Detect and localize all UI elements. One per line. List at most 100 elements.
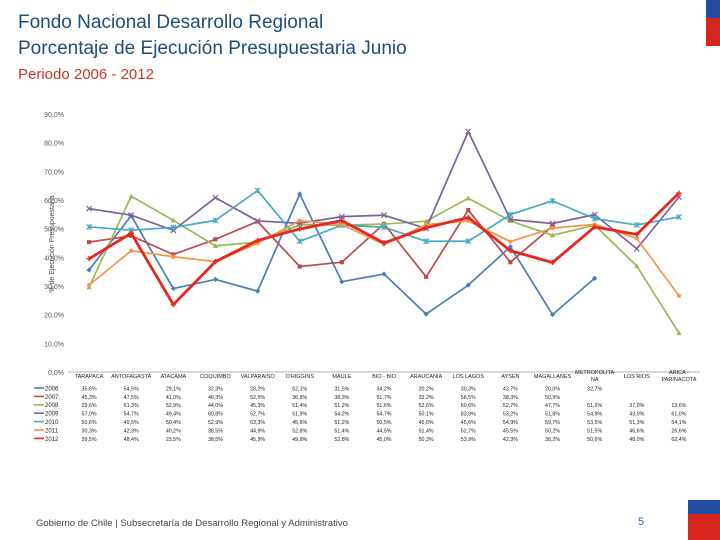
y-tick-label: 40,0% (44, 255, 64, 262)
data-point-2008 (170, 217, 176, 223)
x-tick-label: ARAUCANIA (410, 374, 442, 380)
y-tick-label: 50,0% (44, 227, 64, 234)
table-cell: 39,5% (82, 437, 97, 443)
table-cell: 54,9% (587, 412, 602, 418)
legend-label: 2010 (45, 420, 59, 426)
table-cell: 53,9% (461, 437, 476, 443)
table-cell: 45,3% (82, 395, 97, 401)
data-point-2007 (339, 260, 344, 265)
table-cell: 51,6% (376, 403, 391, 409)
data-point-2012 (507, 248, 513, 254)
data-point-2008 (212, 243, 219, 248)
table-cell: 50,5% (376, 420, 391, 426)
data-point-2009 (507, 216, 514, 223)
table-cell: 50,9% (545, 395, 560, 401)
table-cell: 50,4% (166, 420, 181, 426)
table-cell: 34,2% (376, 386, 391, 392)
data-point-2010 (507, 211, 514, 218)
y-tick-label: 60,0% (44, 198, 64, 205)
legend-label: 2012 (45, 437, 59, 443)
table-cell: 52,8% (292, 428, 307, 434)
y-axis-label: % de Ejecución Presupuestaria (49, 195, 56, 292)
data-point-2007 (297, 264, 302, 269)
table-cell: 49,9% (292, 437, 307, 443)
data-point-2011 (339, 222, 344, 227)
table-cell: 49,4% (166, 412, 181, 418)
x-tick-label: LOS LAGOS (453, 374, 485, 380)
table-cell: 52,9% (166, 403, 181, 409)
data-point-2011 (676, 293, 682, 298)
table-cell: 38,5% (208, 437, 223, 443)
data-point-2006 (549, 312, 556, 318)
table-cell: 54,1% (671, 420, 686, 426)
table-cell: 36,8% (292, 395, 307, 401)
table-cell: 51,4% (334, 428, 349, 434)
table-cell: 49,5% (124, 420, 139, 426)
table-cell: 51,4% (419, 428, 434, 434)
y-tick-label: 80,0% (44, 141, 64, 148)
table-cell: 52,7% (250, 412, 265, 418)
legend-label: 2011 (45, 428, 59, 434)
table-cell: 41,0% (166, 395, 181, 401)
y-tick-label: 0,0% (48, 370, 64, 377)
x-tick-label: BIO - BIO (372, 374, 397, 380)
data-point-2012 (128, 230, 134, 236)
table-cell: 42,3% (124, 428, 139, 434)
data-point-2010 (380, 224, 388, 231)
x-tick-label: ANTOFAGASTA (111, 374, 151, 380)
data-point-2011 (550, 226, 555, 231)
table-cell: 51,9% (292, 412, 307, 418)
table-cell: 32,7% (587, 386, 602, 392)
table-cell: 44,0% (208, 403, 223, 409)
data-point-2009 (86, 205, 93, 212)
data-point-2008 (549, 232, 556, 238)
table-cell: 23,5% (166, 437, 181, 443)
data-point-2006 (507, 244, 513, 250)
data-point-2008 (634, 263, 640, 269)
data-point-2009 (212, 194, 219, 201)
data-point-2012 (465, 214, 471, 221)
table-cell: 44,9% (250, 428, 265, 434)
slide-title: Fondo Nacional Desarrollo Regional (18, 12, 324, 33)
data-point-2011 (86, 283, 92, 288)
table-cell: 35,6% (82, 386, 97, 392)
table-cell: 26,6% (671, 428, 686, 434)
table-cell: 46,3% (208, 395, 223, 401)
data-point-2007 (171, 252, 176, 257)
table-cell: 51,4% (292, 403, 307, 409)
table-cell: 38,3% (503, 395, 518, 401)
data-point-2009 (380, 212, 388, 219)
footer-flag (688, 500, 720, 540)
data-point-2006 (255, 288, 261, 294)
slide-title-line2: Porcentaje de Ejecución Presupuestaria J… (18, 38, 407, 59)
table-cell: 48,4% (124, 437, 139, 443)
table-cell: 20,2% (419, 386, 434, 392)
table-cell: 83,9% (461, 412, 476, 418)
data-point-2012 (170, 302, 176, 308)
data-point-2010 (633, 221, 640, 228)
table-cell: 52,5% (250, 395, 265, 401)
data-point-2011 (171, 254, 176, 259)
data-point-2007 (424, 274, 429, 279)
table-cell: 51,3% (629, 420, 644, 426)
table-cell: 31,5% (334, 386, 349, 392)
data-point-2010 (549, 197, 556, 204)
legend-label: 2008 (45, 403, 59, 409)
table-cell: 45,9% (250, 437, 265, 443)
table-cell: 38,2% (545, 437, 560, 443)
data-point-2007 (508, 260, 513, 265)
table-cell: 52,9% (208, 420, 223, 426)
x-tick-label: VALPARAISO (241, 374, 276, 380)
table-cell: 47,5% (124, 395, 139, 401)
data-point-2008 (128, 193, 134, 199)
data-point-2010 (254, 187, 261, 194)
x-tick-label: AYSEN (501, 374, 519, 380)
data-point-2007 (466, 207, 471, 213)
data-point-2012 (549, 259, 556, 266)
data-point-2008 (507, 218, 513, 224)
data-point-2006 (212, 276, 219, 283)
table-cell: 52,7% (461, 428, 476, 434)
table-cell: 54,7% (376, 412, 391, 418)
data-point-2010 (465, 238, 472, 245)
